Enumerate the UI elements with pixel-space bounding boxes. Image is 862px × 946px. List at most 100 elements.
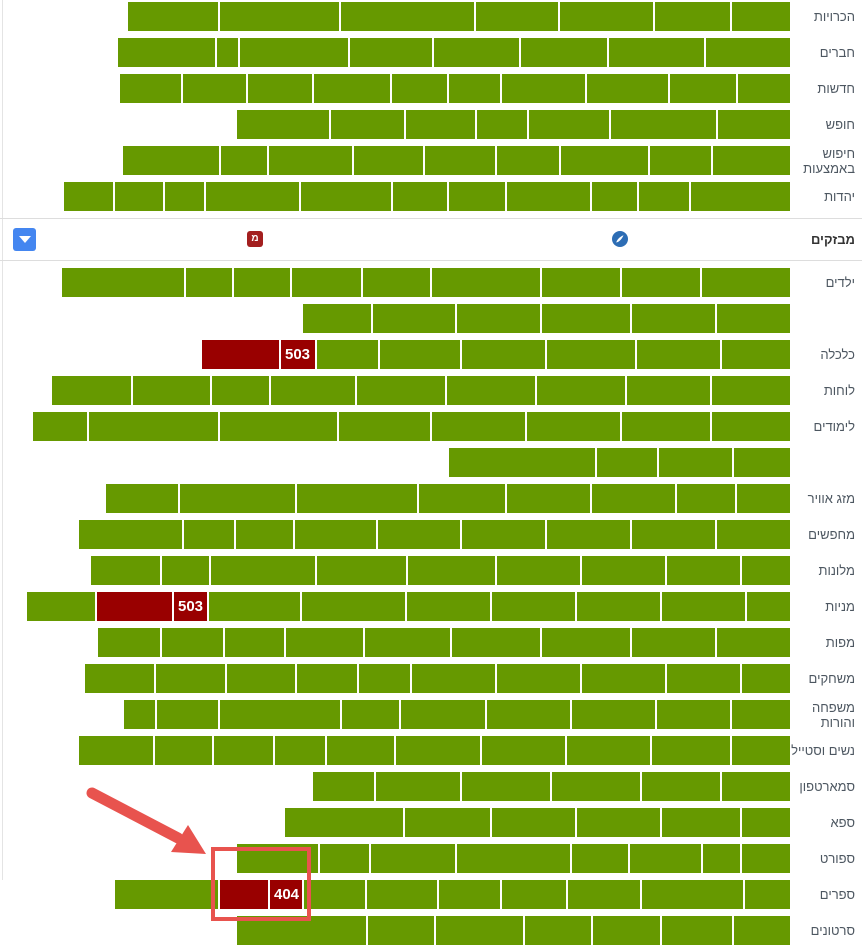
ok-status-segment[interactable] [303, 304, 371, 333]
ok-status-segment[interactable] [591, 916, 660, 945]
ok-status-segment[interactable] [184, 268, 232, 297]
ok-status-segment[interactable] [740, 556, 790, 585]
ok-status-segment[interactable] [218, 700, 340, 729]
ok-status-segment[interactable] [390, 74, 447, 103]
ok-status-segment[interactable] [637, 182, 689, 211]
ok-status-segment[interactable] [315, 340, 378, 369]
ok-status-segment[interactable] [210, 376, 269, 405]
ok-status-segment[interactable] [540, 304, 630, 333]
ok-status-segment[interactable] [485, 700, 570, 729]
ok-status-segment[interactable] [33, 412, 87, 441]
ok-status-segment[interactable] [391, 182, 447, 211]
ok-status-segment[interactable] [404, 110, 475, 139]
ok-status-segment[interactable] [329, 110, 404, 139]
site-favicon-globe-icon[interactable] [612, 231, 628, 247]
ok-status-segment[interactable] [246, 74, 312, 103]
ok-status-segment[interactable] [131, 376, 210, 405]
error-status-segment[interactable] [95, 592, 172, 621]
ok-status-segment[interactable] [237, 110, 329, 139]
ok-status-segment[interactable] [417, 484, 505, 513]
ok-status-segment[interactable] [302, 880, 365, 909]
ok-status-segment[interactable] [79, 736, 153, 765]
ok-status-segment[interactable] [27, 592, 95, 621]
ok-status-segment[interactable] [701, 844, 740, 873]
ok-status-segment[interactable] [318, 844, 369, 873]
ok-status-segment[interactable] [273, 736, 325, 765]
ok-status-segment[interactable] [85, 664, 154, 693]
ok-status-segment[interactable] [625, 376, 710, 405]
ok-status-segment[interactable] [430, 412, 525, 441]
ok-status-segment[interactable] [410, 664, 495, 693]
ok-status-segment[interactable] [313, 772, 374, 801]
ok-status-segment[interactable] [565, 736, 650, 765]
ok-status-segment[interactable] [689, 182, 790, 211]
ok-status-segment[interactable] [475, 110, 527, 139]
ok-status-segment[interactable] [495, 556, 580, 585]
ok-status-segment[interactable] [523, 916, 591, 945]
ok-status-segment[interactable] [225, 664, 295, 693]
ok-status-segment[interactable] [115, 880, 218, 909]
ok-status-segment[interactable] [430, 268, 540, 297]
ok-status-segment[interactable] [399, 700, 485, 729]
ok-status-segment[interactable] [650, 736, 730, 765]
ok-status-segment[interactable] [361, 268, 430, 297]
ok-status-segment[interactable] [218, 2, 339, 31]
ok-status-segment[interactable] [711, 146, 790, 175]
ok-status-segment[interactable] [500, 74, 585, 103]
ok-status-segment[interactable] [455, 844, 570, 873]
ok-status-segment[interactable] [628, 844, 701, 873]
ok-status-segment[interactable] [660, 916, 732, 945]
ok-status-segment[interactable] [460, 520, 545, 549]
ok-status-segment[interactable] [540, 628, 630, 657]
ok-status-segment[interactable] [570, 844, 628, 873]
ok-status-segment[interactable] [740, 808, 790, 837]
ok-status-segment[interactable] [505, 182, 590, 211]
ok-status-segment[interactable] [123, 146, 219, 175]
ok-status-segment[interactable] [490, 808, 575, 837]
ok-status-segment[interactable] [660, 808, 740, 837]
ok-status-segment[interactable] [566, 880, 640, 909]
ok-status-segment[interactable] [204, 182, 299, 211]
ok-status-segment[interactable] [519, 38, 607, 67]
ok-status-segment[interactable] [540, 268, 620, 297]
ok-status-segment[interactable] [160, 628, 223, 657]
ok-status-segment[interactable] [704, 38, 790, 67]
ok-status-segment[interactable] [325, 736, 394, 765]
ok-status-segment[interactable] [406, 556, 495, 585]
ok-status-segment[interactable] [715, 520, 790, 549]
ok-status-segment[interactable] [87, 412, 218, 441]
ok-status-segment[interactable] [113, 182, 163, 211]
ok-status-segment[interactable] [290, 268, 361, 297]
ok-status-segment[interactable] [700, 268, 790, 297]
ok-status-segment[interactable] [730, 700, 790, 729]
ok-status-segment[interactable] [209, 556, 315, 585]
error-status-segment[interactable] [218, 880, 268, 909]
ok-status-segment[interactable] [163, 182, 204, 211]
ok-status-segment[interactable] [710, 412, 790, 441]
ok-status-segment[interactable] [710, 376, 790, 405]
ok-status-segment[interactable] [153, 736, 212, 765]
ok-status-segment[interactable] [120, 74, 181, 103]
ok-status-segment[interactable] [312, 74, 390, 103]
ok-status-segment[interactable] [106, 484, 178, 513]
ok-status-segment[interactable] [495, 664, 580, 693]
ok-status-segment[interactable] [665, 556, 740, 585]
ok-status-segment[interactable] [715, 628, 790, 657]
ok-status-segment[interactable] [575, 808, 660, 837]
ok-status-segment[interactable] [447, 74, 500, 103]
ok-status-segment[interactable] [52, 376, 131, 405]
ok-status-segment[interactable] [376, 520, 460, 549]
ok-status-segment[interactable] [300, 592, 405, 621]
ok-status-segment[interactable] [648, 146, 711, 175]
ok-status-segment[interactable] [432, 38, 519, 67]
ok-status-segment[interactable] [450, 628, 540, 657]
ok-status-segment[interactable] [91, 556, 160, 585]
ok-status-segment[interactable] [155, 700, 218, 729]
ok-status-segment[interactable] [740, 664, 790, 693]
ok-status-segment[interactable] [595, 448, 657, 477]
ok-status-segment[interactable] [182, 520, 234, 549]
ok-status-segment[interactable] [735, 484, 790, 513]
ok-status-segment[interactable] [653, 2, 730, 31]
ok-status-segment[interactable] [527, 110, 609, 139]
ok-status-segment[interactable] [237, 916, 366, 945]
